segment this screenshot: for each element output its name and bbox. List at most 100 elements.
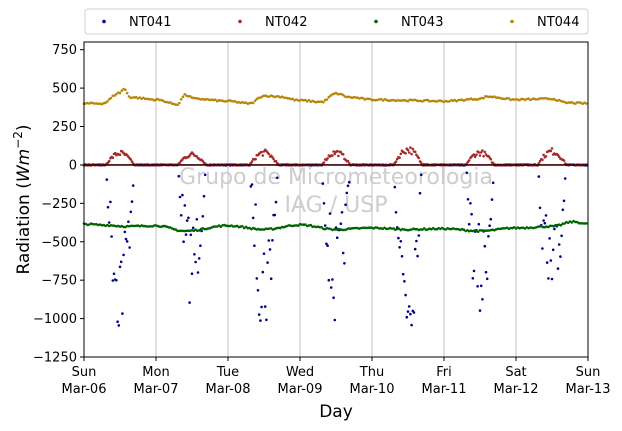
series-nt042-point [130,160,134,163]
series-nt043-point [203,227,206,231]
series-nt041-point [179,214,183,217]
grid-lines [155,42,517,357]
series-nt043-point [142,224,145,228]
series-nt041-point [469,202,472,205]
legend-label-nt041: NT041 [129,15,171,30]
series-nt041-point [106,205,110,209]
series-nt041-point [203,173,207,177]
x-tick-day: Fri [436,365,452,380]
series-nt041-point [334,226,338,229]
series-nt042-point [129,158,133,161]
series-nt043-point [93,223,97,226]
series-nt043-point [563,222,566,225]
series-nt043-point [397,227,401,231]
series-nt042-point [537,162,541,165]
series-nt041-point [537,175,541,178]
series-nt044-point [163,100,167,104]
plot-marks [82,87,589,327]
series-nt041-point [123,230,127,234]
series-nt042-point [107,159,111,163]
series-nt041-point [563,177,567,180]
series-nt041-point [398,246,401,249]
series-nt041-point [557,243,561,246]
series-nt041-point [409,312,412,316]
series-nt041-point [541,247,544,250]
series-nt042-point [410,152,413,156]
series-nt044-point [262,94,266,97]
series-nt042-point [482,155,485,158]
series-nt042-point [254,157,257,161]
series-nt041-point [251,216,255,220]
series-nt042-point [341,153,345,156]
series-nt041-point [347,180,351,184]
series-nt041-point [111,279,115,282]
series-nt042-point [542,153,545,157]
y-axis-label: Radiation (Wm−2) [11,124,34,274]
series-nt044-point [181,95,185,98]
y-tick-label: 500 [52,82,77,97]
x-tick-day: Wed [286,365,314,380]
series-nt041-point [491,181,495,185]
series-nt042-point [118,153,122,156]
series-nt041-point [181,193,184,197]
series-nt042-point [467,159,471,162]
watermark-text: Grupo de Micrometeorologia [179,165,493,190]
series-nt043-point [296,224,300,227]
series-nt041-point [399,240,403,243]
series-nt041-point [553,227,556,231]
series-nt041-point [254,203,257,206]
series-nt044-point [575,101,579,104]
series-nt042-point [398,156,401,160]
series-nt044-point [127,95,131,98]
series-nt041-point [261,270,265,274]
series-nt041-point [177,174,181,178]
series-nt044-point [183,93,187,96]
series-nt041-point [394,211,398,214]
x-tick-date: Mar-07 [134,382,179,397]
series-nt041-point [471,277,475,280]
series-nt041-point [326,244,329,247]
series-nt042-point [544,155,548,158]
series-nt044-point [158,98,161,102]
legend-marker-nt042 [238,19,242,24]
y-tick-label: 250 [52,120,77,135]
series-nt041-point [196,271,200,274]
series-nt041-point [547,277,550,280]
series-nt041-point [262,252,266,255]
series-nt043-point [453,227,457,231]
series-nt041-point [559,255,562,258]
series-nt042-point [113,151,117,155]
series-nt041-point [476,285,479,288]
series-nt041-point [328,212,332,215]
series-nt044-point [149,98,152,101]
y-tick-label: −750 [41,274,77,289]
series-nt044-point [97,102,100,105]
series-nt044-point [426,98,430,102]
series-nt041-point [545,261,549,264]
series-nt041-point [413,247,417,251]
series-nt044-point [138,96,142,99]
series-nt042-point [477,151,481,154]
series-nt044-point [291,97,295,101]
series-nt044-point [584,102,588,105]
series-nt041-point [488,224,491,227]
series-nt041-point [194,260,197,264]
series-nt044-point [169,101,172,104]
series-nt041-point [419,173,423,177]
series-nt041-point [339,222,343,225]
series-nt041-point [263,305,267,308]
legend: NT041 NT042 NT043 NT044 [84,8,589,35]
series-nt041-point [335,236,339,239]
series-nt043-point [309,223,313,227]
series-nt044-point [120,89,124,92]
series-nt041-point [321,182,325,185]
x-tick-date: Mar-09 [278,382,323,397]
series-nt042-point [337,154,340,158]
series-nt044-point [251,101,255,105]
series-nt041-point [268,248,272,251]
series-nt043-point [502,227,505,230]
series-nt043-point [583,222,586,225]
series-nt041-point [472,269,476,273]
series-nt044-point [370,98,374,102]
series-nt042-point [417,156,421,160]
